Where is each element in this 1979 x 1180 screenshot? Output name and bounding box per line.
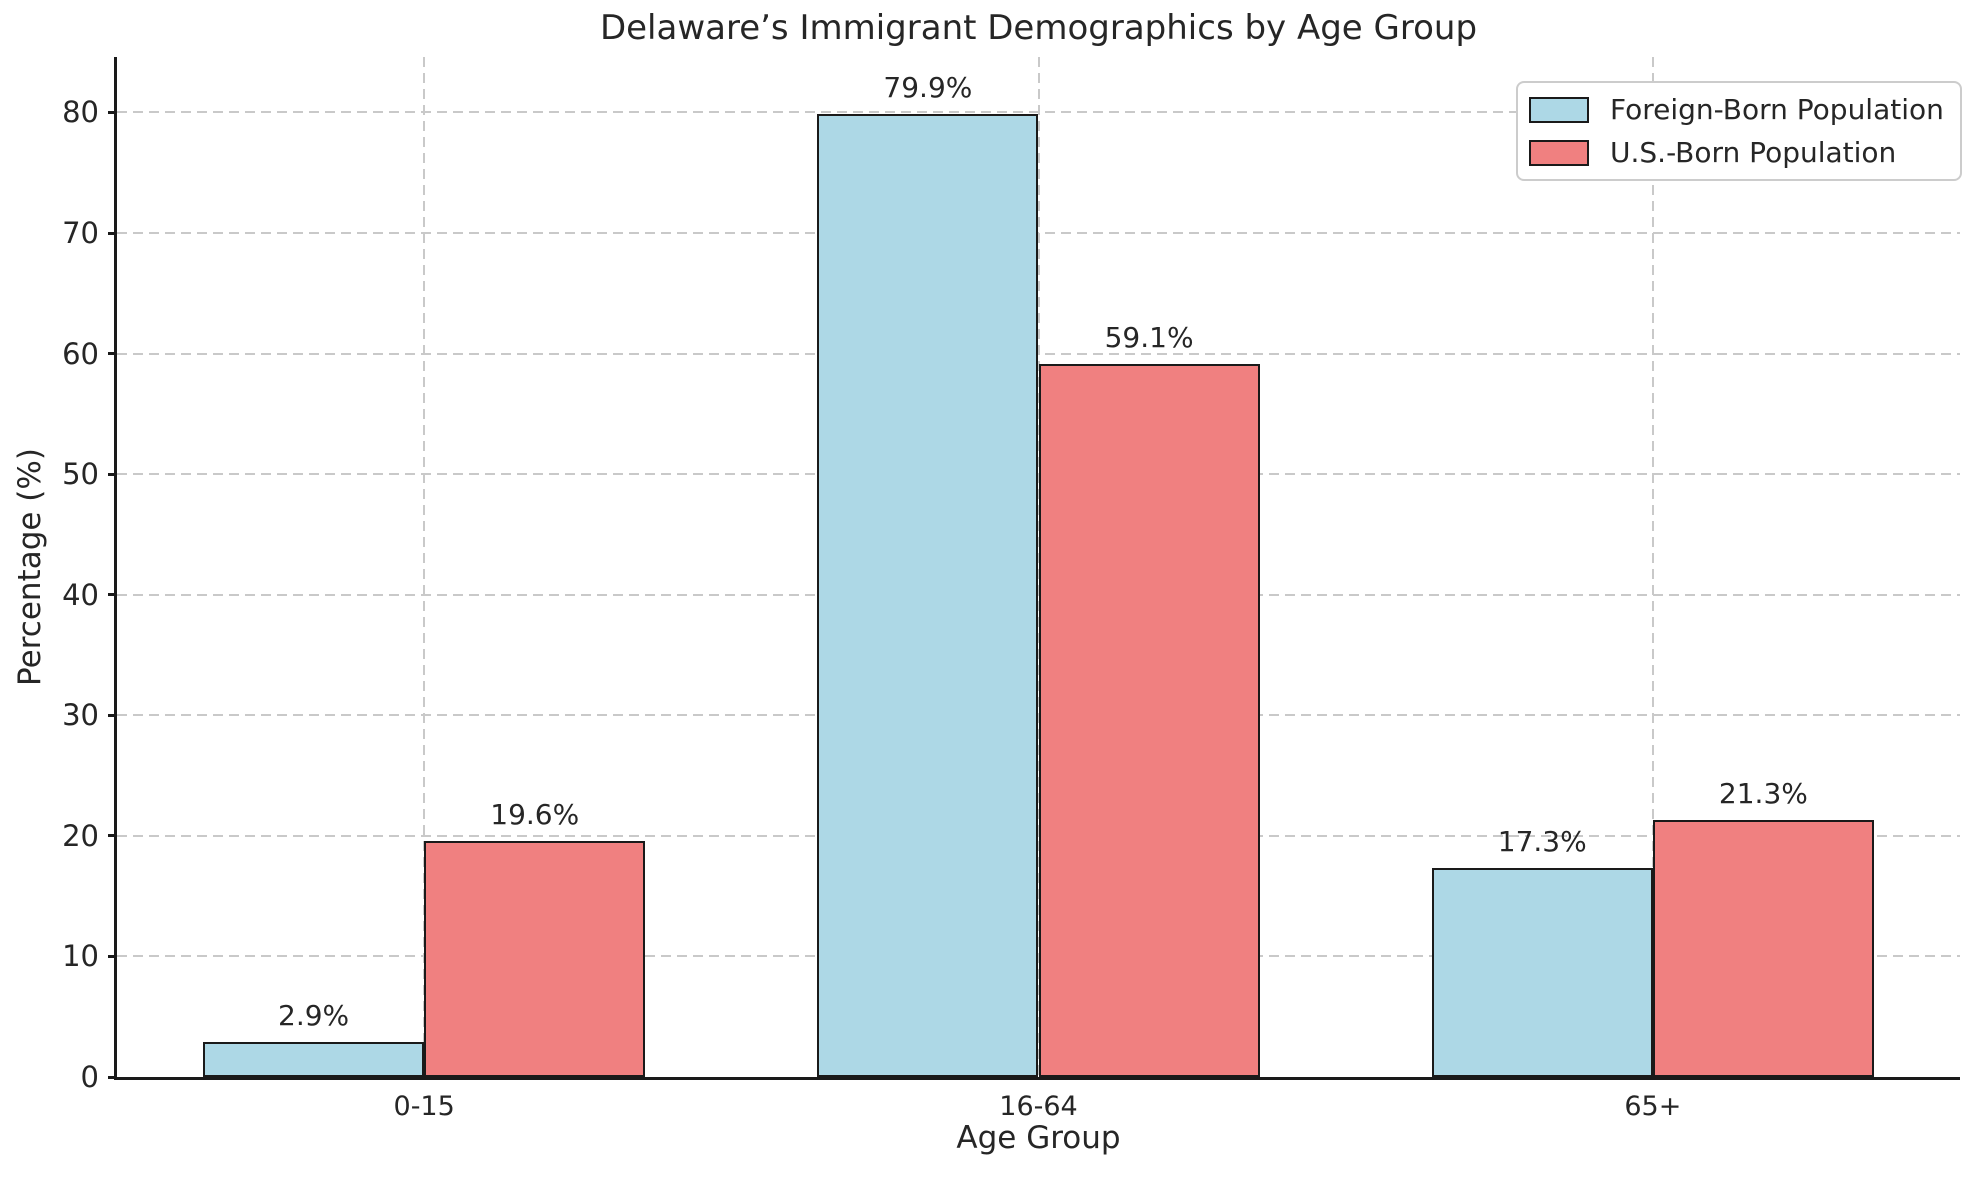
x-tick-label: 0-15 xyxy=(393,1091,455,1122)
bar-foreign-born-16-64 xyxy=(817,113,1039,1077)
bar-us-born-16-64 xyxy=(1038,364,1260,1077)
bar-value-label: 17.3% xyxy=(1497,825,1587,859)
bar-value-label: 79.9% xyxy=(883,70,973,104)
y-tick-label: 80 xyxy=(62,95,99,130)
bar-value-label: 19.6% xyxy=(490,797,580,831)
y-tick-label: 10 xyxy=(62,939,99,974)
v-gridline xyxy=(1651,57,1654,1077)
bar-value-label: 2.9% xyxy=(278,999,350,1033)
v-gridline xyxy=(423,57,426,1077)
y-tick-label: 30 xyxy=(62,698,99,733)
y-tick-mark xyxy=(108,352,117,356)
y-axis-label: Percentage (%) xyxy=(12,448,48,686)
y-tick-mark xyxy=(108,110,117,114)
y-tick-label: 40 xyxy=(62,577,99,612)
y-tick-label: 0 xyxy=(80,1060,99,1094)
y-tick-mark xyxy=(108,593,117,597)
legend-item-us-born: U.S.-Born Population xyxy=(1529,136,1944,169)
bar-foreign-born-0-15 xyxy=(203,1042,425,1077)
legend: Foreign-Born Population U.S.-Born Popula… xyxy=(1516,81,1962,181)
y-tick-label: 20 xyxy=(62,818,99,853)
y-tick-mark xyxy=(108,1075,117,1079)
bar-foreign-born-65+ xyxy=(1431,868,1653,1077)
y-tick-mark xyxy=(108,954,117,958)
legend-swatch-us-born xyxy=(1529,139,1589,166)
legend-label-foreign-born: Foreign-Born Population xyxy=(1610,93,1944,126)
x-tick-label: 16-64 xyxy=(999,1091,1078,1122)
x-tick-label: 65+ xyxy=(1624,1091,1682,1122)
legend-label-us-born: U.S.-Born Population xyxy=(1610,136,1897,169)
bar-us-born-65+ xyxy=(1652,820,1874,1077)
plot-area: 2.9% 79.9% 17.3% 19.6% 59.1% 21.3% xyxy=(114,57,1960,1080)
y-tick-mark xyxy=(108,834,117,838)
y-tick-label: 50 xyxy=(62,457,99,492)
y-tick-label: 70 xyxy=(62,216,99,251)
legend-swatch-foreign-born xyxy=(1529,96,1589,123)
y-tick-mark xyxy=(108,713,117,717)
chart-title: Delaware’s Immigrant Demographics by Age… xyxy=(599,8,1478,48)
legend-item-foreign-born: Foreign-Born Population xyxy=(1529,93,1944,126)
x-axis-label: Age Group xyxy=(956,1120,1121,1156)
y-tick-mark xyxy=(108,472,117,476)
y-tick-label: 60 xyxy=(62,336,99,371)
bar-value-label: 21.3% xyxy=(1718,777,1808,811)
y-tick-mark xyxy=(108,231,117,235)
bar-value-label: 59.1% xyxy=(1104,321,1194,355)
bar-us-born-0-15 xyxy=(424,840,646,1077)
